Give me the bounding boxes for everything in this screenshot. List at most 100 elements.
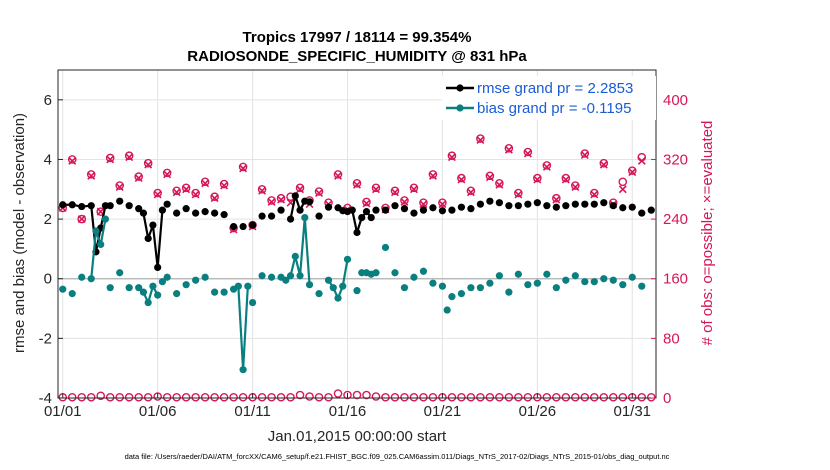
rmse-point-61 <box>533 199 541 207</box>
possible-marker-37 <box>409 183 419 193</box>
rmse-point-73 <box>647 206 655 214</box>
possible-marker-59 <box>618 177 628 187</box>
baseline-possible-marker-39 <box>428 392 438 402</box>
possible-marker-23 <box>276 193 286 203</box>
bias-point-55 <box>443 306 451 314</box>
bias-point-52 <box>419 267 428 275</box>
rmse-point-50 <box>429 204 437 212</box>
bias-point-0 <box>59 285 67 293</box>
baseline-possible-marker-44 <box>476 392 485 402</box>
x-tick-label-2: 01/11 <box>234 403 270 420</box>
rmse-point-30 <box>291 192 299 200</box>
bias-point-2 <box>78 273 86 281</box>
baseline-possible-marker-54 <box>571 392 580 402</box>
rmse-point-17 <box>173 209 181 217</box>
possible-marker-33 <box>371 183 381 193</box>
rmse-point-68 <box>600 199 608 207</box>
bias-point-36 <box>305 281 314 289</box>
x-tick-label-3: 01/16 <box>329 403 367 420</box>
bias-point-56 <box>448 293 456 301</box>
rmse-point-11 <box>139 209 148 217</box>
bias-point-42 <box>343 255 352 263</box>
rmse-point-64 <box>562 202 570 210</box>
baseline-possible-marker-52 <box>552 392 561 402</box>
rmse-point-16 <box>163 200 171 208</box>
evaluated-marker-54 <box>571 183 580 192</box>
possible-marker-29 <box>333 170 343 179</box>
possible-marker-22 <box>267 196 276 205</box>
baseline-possible-marker-62 <box>646 392 656 402</box>
rmse-point-35 <box>324 203 333 211</box>
plot-frame <box>57 69 657 399</box>
possible-marker-3 <box>86 170 96 179</box>
bias-point-74 <box>619 281 627 289</box>
bias-point-59 <box>476 284 484 292</box>
possible-marker-5 <box>105 153 115 163</box>
possible-marker-54 <box>571 181 580 190</box>
baseline-possible-marker-1 <box>67 392 77 402</box>
baseline-possible-marker-2 <box>77 392 87 402</box>
baseline-possible-marker-51 <box>542 392 552 402</box>
rmse-point-42 <box>362 208 371 216</box>
evaluated-marker-35 <box>391 188 399 197</box>
evaluated-marker-36 <box>400 197 409 206</box>
possible-marker-50 <box>533 173 542 183</box>
baseline-possible-marker-33 <box>371 392 381 401</box>
baseline-possible-marker-4 <box>96 391 106 401</box>
x-tick-label-6: 01/31 <box>613 403 651 420</box>
bias-point-25 <box>239 366 247 374</box>
rmse-point-54 <box>467 205 475 213</box>
x-tick-label-0: 01/01 <box>44 403 82 420</box>
footer-data-file: data file: /Users/raeder/DAI/ATM_forcXX/… <box>125 452 670 461</box>
rmse-point-72 <box>638 209 646 217</box>
evaluated-marker-33 <box>372 185 380 194</box>
possible-marker-41 <box>447 151 457 161</box>
baseline-possible-marker-46 <box>495 392 504 402</box>
rmse-point-62 <box>543 202 551 210</box>
baseline-possible-marker-34 <box>381 392 390 402</box>
possible-marker-1 <box>67 155 77 164</box>
y-tick-label-5: 6 <box>44 92 52 109</box>
baseline-possible-marker-7 <box>124 392 134 402</box>
rmse-point-23 <box>230 222 238 231</box>
possible-marker-43 <box>466 186 476 196</box>
rmse-point-26 <box>258 212 266 220</box>
baseline-possible-marker-48 <box>514 392 523 402</box>
possible-marker-21 <box>257 184 267 194</box>
rmse-point-24 <box>239 222 247 231</box>
bias-point-32 <box>286 272 295 280</box>
evaluated-marker-50 <box>533 175 542 184</box>
baseline-possible-marker-42 <box>457 392 466 402</box>
bias-point-51 <box>410 273 418 281</box>
bias-point-76 <box>638 282 646 290</box>
baseline-possible-marker-57 <box>599 392 609 402</box>
bias-point-34 <box>296 272 304 280</box>
baseline-possible-marker-25 <box>295 390 305 400</box>
possible-marker-27 <box>314 187 324 196</box>
bias-point-26 <box>244 282 252 290</box>
possible-marker-25 <box>295 183 305 193</box>
bias-point-70 <box>581 278 589 286</box>
evaluated-marker-53 <box>561 175 570 184</box>
possible-marker-56 <box>590 188 599 198</box>
evaluated-marker-44 <box>476 136 485 145</box>
possible-marker-39 <box>428 170 438 179</box>
evaluated-marker-59 <box>618 185 627 194</box>
bias-point-11 <box>139 288 148 296</box>
rmse-point-12 <box>144 234 152 243</box>
baseline-possible-marker-47 <box>504 392 514 402</box>
evaluated-marker-51 <box>542 162 551 171</box>
bias-point-5 <box>97 240 105 249</box>
x-axis-label: Jan.01,2015 00:00:00 start <box>268 428 447 445</box>
rmse-point-63 <box>552 203 560 211</box>
bias-point-6 <box>101 215 110 223</box>
possible-marker-60 <box>627 166 637 175</box>
bias-point-62 <box>505 288 513 296</box>
bias-point-29 <box>267 273 276 281</box>
evaluated-marker-55 <box>580 151 589 159</box>
possible-marker-48 <box>514 188 523 198</box>
baseline-possible-marker-29 <box>333 389 343 398</box>
evaluated-marker-43 <box>466 188 475 197</box>
legend-rmse-marker <box>456 84 464 92</box>
bias-point-60 <box>486 279 494 287</box>
